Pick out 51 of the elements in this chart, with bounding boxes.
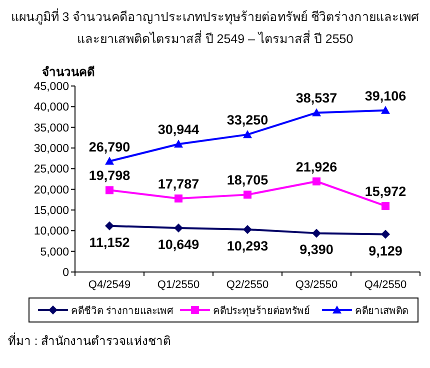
- y-axis-title: จำนวนคดี: [42, 65, 95, 79]
- point: [243, 224, 252, 234]
- y-tick-label: 10,000: [34, 226, 69, 238]
- data-label: 19,798: [88, 168, 131, 184]
- y-tick-label: 25,000: [34, 164, 69, 176]
- y-tick-label: 0: [62, 267, 69, 279]
- point: [243, 130, 252, 138]
- point: [105, 156, 114, 165]
- legend-label: คดีชีวิต ร่างกายและเพศ: [71, 305, 174, 317]
- x-tick-label: Q2/2550: [226, 279, 269, 291]
- point: [381, 106, 390, 114]
- data-label: 11,152: [89, 234, 130, 250]
- data-label: 39,106: [364, 88, 407, 104]
- point: [244, 190, 252, 199]
- y-tick-label: 20,000: [34, 184, 69, 196]
- y-tick-label: 35,000: [34, 122, 69, 134]
- legend-label: คดียาเสพติด: [355, 305, 408, 317]
- point: [381, 230, 390, 239]
- data-label: 9,390: [300, 242, 334, 258]
- title: แผนภูมิที่ 3 จำนวนคดีอาญาประเภทประทุษร้ายต่อทรัพย์ ชีวิตร่างกายและเพศ และยาเสพติดไตรมาสสี่ ปี 2549 – ไตรมาสสี่ ปี 2550: [10, 7, 420, 48]
- x-tick-label: Q1/2550: [157, 279, 200, 291]
- point: [105, 221, 114, 230]
- point: [174, 140, 183, 148]
- data-label: 9,129: [368, 243, 402, 258]
- text: ที่มา : สำนักงานตำรวจแห่งชาติ: [8, 332, 172, 348]
- data-label: 15,972: [364, 184, 406, 199]
- point: [174, 223, 183, 232]
- data-label: 33,250: [226, 112, 268, 128]
- data-label: 17,787: [158, 176, 200, 192]
- point: [312, 228, 321, 238]
- point: [174, 194, 182, 202]
- x-tick-label: Q4/2549: [88, 279, 131, 291]
- y-tick-label: 15,000: [34, 205, 69, 217]
- data-label: 10,293: [226, 238, 269, 254]
- data-label: 30,944: [158, 122, 200, 138]
- y-tick-label: 40,000: [34, 102, 69, 114]
- data-label: 18,705: [226, 172, 269, 188]
- x-tick-label: Q4/2550: [364, 279, 407, 291]
- y-tick-label: 45,000: [34, 81, 69, 93]
- point: [382, 202, 390, 210]
- data-label: 10,649: [158, 236, 200, 252]
- data-label: 21,926: [296, 159, 338, 174]
- point: [312, 177, 320, 186]
- y-tick-label: 30,000: [34, 143, 69, 155]
- y-tick-label: 5,000: [40, 246, 69, 258]
- data-label: 38,537: [296, 90, 338, 106]
- point: [312, 108, 321, 116]
- data-label: 26,790: [88, 139, 130, 154]
- legend-label: คดีประทุษร้ายต่อทรัพย์: [213, 305, 310, 317]
- point: [106, 186, 114, 194]
- x-tick-label: Q3/2550: [295, 279, 338, 291]
